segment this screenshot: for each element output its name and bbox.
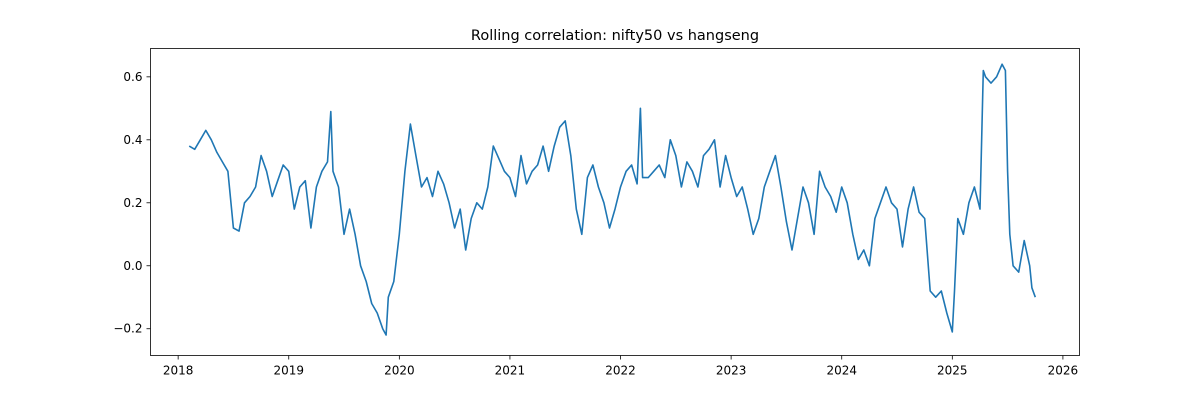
x-tick-label: 2021 <box>495 364 526 378</box>
y-tick-label: 0.0 <box>123 259 142 273</box>
x-tick-label: 2023 <box>716 364 747 378</box>
plot-area <box>188 63 1037 336</box>
plot-frame <box>150 48 1080 356</box>
y-tick-label: 0.4 <box>123 133 142 147</box>
x-tick-label: 2024 <box>826 364 857 378</box>
x-axis: 2018 2019 2020 2021 2022 2023 2024 2025 2026 <box>163 355 1079 378</box>
x-tick-label: 2018 <box>163 364 194 378</box>
series-line <box>188 63 1037 336</box>
x-tick-label: 2019 <box>273 364 304 378</box>
y-tick-label: 0.6 <box>123 70 142 84</box>
chart-title: Rolling correlation: nifty50 vs hangseng <box>471 28 759 44</box>
y-tick-label: −0.2 <box>113 322 142 336</box>
x-tick-label: 2025 <box>937 364 968 378</box>
x-tick-label: 2020 <box>384 364 415 378</box>
y-tick-label: 0.2 <box>123 196 142 210</box>
x-tick-label: 2022 <box>605 364 636 378</box>
x-tick-label: 2026 <box>1048 364 1079 378</box>
y-axis: −0.2 0.0 0.2 0.4 0.6 <box>113 70 151 336</box>
